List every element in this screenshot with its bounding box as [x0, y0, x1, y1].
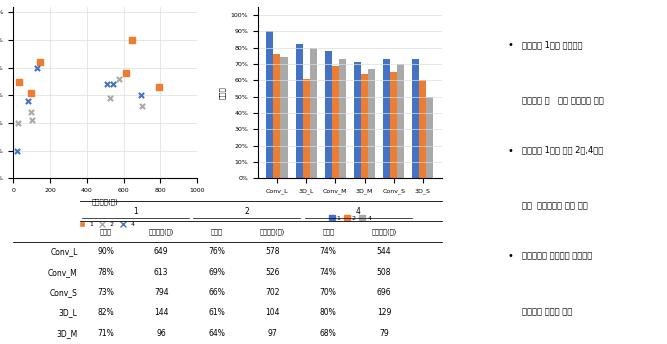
Bar: [390, 72, 398, 178]
Bar: [332, 66, 339, 178]
Text: 학습시간이 오래 걸림: 학습시간이 오래 걸림: [538, 202, 588, 211]
Text: 578: 578: [265, 247, 279, 256]
Bar: [412, 59, 420, 178]
Bar: [309, 48, 317, 178]
Text: 촬영했을 때: 촬영했을 때: [522, 96, 552, 105]
Text: 79: 79: [379, 329, 389, 338]
Text: 2: 2: [244, 207, 249, 216]
Text: 90%: 90%: [97, 247, 114, 256]
Text: 모듈수가 1개일 때가 2개,4개에: 모듈수가 1개일 때가 2개,4개에: [522, 146, 603, 154]
Text: 97: 97: [267, 329, 277, 338]
Text: 80%: 80%: [320, 309, 337, 318]
Text: 702: 702: [265, 288, 279, 297]
Text: •: •: [508, 251, 514, 261]
1: [127, 37, 138, 43]
Text: 66%: 66%: [208, 288, 225, 297]
Text: 82%: 82%: [97, 309, 114, 318]
Text: 544: 544: [377, 247, 392, 256]
Bar: [384, 59, 390, 178]
Text: •: •: [508, 146, 514, 155]
Text: 64%: 64%: [208, 329, 225, 338]
Text: 794: 794: [154, 288, 169, 297]
2: [13, 120, 23, 126]
Text: 70%: 70%: [319, 288, 337, 297]
Text: 78%: 78%: [97, 268, 114, 277]
Text: 1: 1: [133, 207, 138, 216]
Text: 학습시간(초): 학습시간(초): [149, 228, 174, 235]
Text: 129: 129: [377, 309, 391, 318]
1: [35, 60, 45, 65]
Bar: [273, 54, 281, 178]
Text: 96: 96: [156, 329, 166, 338]
Text: 696: 696: [377, 288, 392, 297]
Y-axis label: 정확도: 정확도: [219, 86, 225, 99]
Text: 613: 613: [154, 268, 168, 277]
Text: 모듈수를 1개로 설정하고: 모듈수를 1개로 설정하고: [522, 40, 582, 49]
Text: 73%: 73%: [97, 288, 114, 297]
2: [26, 109, 37, 115]
Text: 526: 526: [265, 268, 279, 277]
Text: 학습시간(초): 학습시간(초): [260, 228, 285, 235]
Text: 61%: 61%: [209, 309, 225, 318]
2: [137, 104, 147, 109]
Legend: 1, 2, 4: 1, 2, 4: [73, 219, 137, 230]
Bar: [339, 59, 346, 178]
1: [25, 90, 36, 95]
Text: 학습시간(초): 학습시간(초): [372, 228, 397, 235]
2: [114, 76, 125, 82]
Text: 3D_L: 3D_L: [59, 309, 77, 318]
4: [136, 93, 147, 98]
1: [13, 79, 24, 84]
Text: 높아지는 경향이 있음: 높아지는 경향이 있음: [522, 308, 572, 316]
Text: 144: 144: [154, 309, 168, 318]
Bar: [354, 62, 361, 178]
Bar: [398, 64, 404, 178]
4: [12, 148, 23, 153]
Text: 69%: 69%: [208, 268, 225, 277]
Text: 4: 4: [356, 207, 361, 216]
1: [154, 84, 165, 90]
Text: 정확도: 정확도: [322, 228, 334, 235]
Text: 74%: 74%: [319, 247, 337, 256]
Text: 76%: 76%: [208, 247, 225, 256]
Bar: [368, 69, 375, 178]
4: [101, 82, 112, 87]
2: [27, 117, 38, 123]
Text: 508: 508: [377, 268, 391, 277]
Bar: [295, 44, 303, 178]
4: [23, 98, 33, 104]
Text: 71%: 71%: [97, 329, 114, 338]
Text: 학습시간이 길어지면 정확도가: 학습시간이 길어지면 정확도가: [522, 251, 592, 260]
Text: 74%: 74%: [319, 268, 337, 277]
Text: 정확도: 정확도: [99, 228, 111, 235]
4: [32, 65, 43, 71]
Legend: 1, 2, 4: 1, 2, 4: [326, 213, 374, 223]
2: [105, 95, 115, 101]
Bar: [325, 51, 332, 178]
Text: 비해: 비해: [522, 202, 534, 211]
Text: Conv_M: Conv_M: [48, 268, 77, 277]
Text: Conv_S: Conv_S: [50, 288, 77, 297]
Bar: [420, 80, 426, 178]
X-axis label: 학습시간(회): 학습시간(회): [92, 198, 119, 205]
Text: 104: 104: [265, 309, 279, 318]
Text: 가장 정확도가 높음: 가장 정확도가 높음: [558, 96, 604, 105]
4: [108, 82, 119, 87]
Text: 정확도: 정확도: [211, 228, 223, 235]
Bar: [426, 97, 434, 178]
Bar: [361, 74, 368, 178]
Text: 68%: 68%: [320, 329, 337, 338]
Text: Conv_L: Conv_L: [50, 247, 77, 256]
Text: 3D_M: 3D_M: [56, 329, 77, 338]
Text: 649: 649: [154, 247, 169, 256]
Bar: [303, 79, 309, 178]
Bar: [281, 57, 287, 178]
Bar: [267, 31, 273, 178]
Text: •: •: [508, 40, 514, 50]
1: [121, 71, 131, 76]
